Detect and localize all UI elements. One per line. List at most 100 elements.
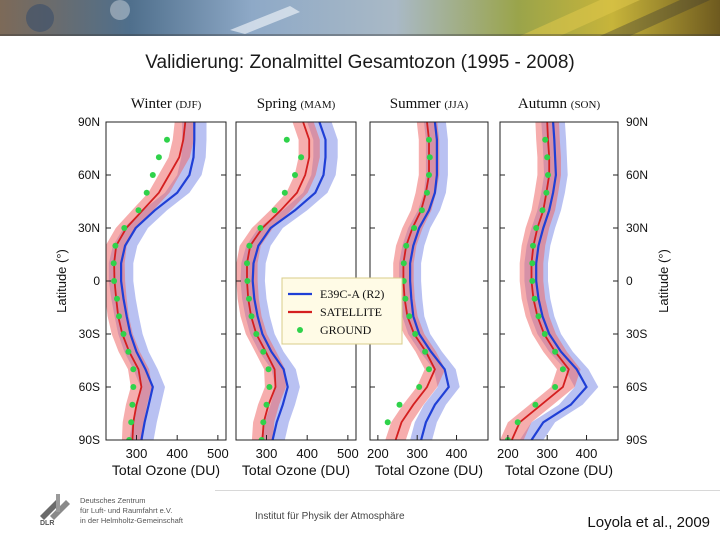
- ground-point: [552, 348, 559, 355]
- axes-layer: 90N 90N 60N 60N 30N 30N 0 0 30S 30S 60S 60S 90S 90S La…: [54, 115, 671, 447]
- x-axis-label: Total Ozone (DU): [112, 462, 220, 478]
- ground-point: [114, 295, 120, 302]
- model-series-line: [530, 122, 588, 440]
- ground-point: [248, 313, 255, 320]
- ground-point: [120, 331, 127, 337]
- ground-point: [552, 384, 559, 390]
- ground-point: [412, 331, 419, 337]
- x-tick-label: 300: [256, 446, 278, 461]
- ground-point: [541, 331, 548, 337]
- ground-point: [533, 225, 540, 231]
- model-series-line: [409, 122, 450, 440]
- ground-point: [253, 331, 260, 337]
- ground-point: [543, 189, 550, 196]
- legend-ground-marker: [297, 327, 303, 333]
- plot-area: [384, 122, 460, 440]
- page-title: Validierung: Zonalmittel Gesamtozon (199…: [145, 52, 575, 73]
- y-tick-label-left: 0: [93, 274, 100, 288]
- panel-season-code: (SON): [571, 99, 601, 111]
- dlr-abbrev: DLR: [40, 520, 55, 527]
- ground-point: [260, 348, 267, 355]
- x-tick-label: 200: [497, 446, 519, 461]
- ground-point: [112, 242, 119, 249]
- ground-point: [155, 154, 162, 161]
- x-tick-label: 500: [337, 446, 359, 461]
- plot-area: [106, 122, 207, 440]
- ground-point: [281, 189, 288, 196]
- ground-point: [559, 366, 566, 373]
- dlr-logo-icon: [40, 494, 70, 520]
- panel-season-name: Spring: [257, 96, 301, 112]
- ground-point: [266, 384, 273, 390]
- legend: E39C-A (R2) SATELLITE GROUND: [281, 277, 403, 345]
- x-axis-label: Total Ozone (DU): [375, 462, 483, 478]
- panel-season-code: (JJA): [444, 99, 468, 111]
- ground-point: [260, 419, 267, 426]
- y-tick-label-left: 60N: [78, 168, 100, 182]
- y-tick-label-right: 60N: [626, 168, 648, 182]
- ground-point: [544, 154, 551, 161]
- panel-spring: 300 400 500 Spring (MAM) Total Ozone (DU): [235, 96, 359, 478]
- ground-point: [530, 242, 536, 249]
- ground-point: [135, 207, 142, 214]
- footer-divider: [215, 490, 720, 491]
- logo-line-2: für Luft- und Raumfahrt e.V.: [80, 506, 173, 515]
- x-tick-label: 400: [296, 446, 318, 461]
- panel-season-name: Summer: [390, 96, 445, 112]
- ground-point: [426, 154, 433, 161]
- x-axis-label: Total Ozone (DU): [505, 462, 613, 478]
- legend-label-ground: GROUND: [320, 323, 372, 337]
- ground-point: [126, 437, 133, 440]
- panel-autumn: 200 300 400 Autumn (SON) Total Ozone (DU): [497, 96, 619, 478]
- panel-season-code: (DJF): [176, 99, 202, 111]
- ground-point: [257, 225, 264, 231]
- x-tick-label: 300: [406, 446, 428, 461]
- ground-point: [545, 172, 551, 178]
- ground-point: [283, 136, 290, 143]
- panel-title: Autumn (SON): [518, 96, 601, 112]
- panel-winter: 300 400 500 Winter (DJF) Total Ozone (DU): [105, 96, 229, 478]
- x-tick-label: 400: [576, 446, 598, 461]
- panel-title: Spring (MAM): [257, 96, 336, 112]
- ground-point: [164, 136, 170, 143]
- ground-point: [403, 242, 410, 249]
- y-tick-label-right: 0: [626, 274, 633, 288]
- x-tick-label: 500: [207, 446, 229, 461]
- satellite-spread-band: [236, 122, 320, 440]
- y-tick-label-right: 90N: [626, 115, 648, 129]
- legend-label-satellite: SATELLITE: [320, 305, 382, 319]
- ground-point: [514, 419, 521, 426]
- y-axis-label-left: Latitude (°): [54, 249, 69, 313]
- model-spread-band: [240, 122, 338, 440]
- model-series-line: [120, 122, 196, 440]
- y-tick-label-left: 30N: [78, 221, 100, 235]
- logo-line-3: in der Helmholtz-Gemeinschaft: [80, 516, 183, 525]
- ground-point: [265, 366, 272, 373]
- ground-point: [244, 278, 251, 284]
- panel-summer: 200 300 400 Summer (JJA) Total Ozone (DU): [367, 96, 489, 478]
- header-banner: [0, 0, 720, 36]
- ground-point: [531, 295, 538, 302]
- ground-point: [129, 401, 136, 408]
- ground-point: [263, 401, 270, 408]
- banner-image: [0, 0, 720, 36]
- x-axis-label: Total Ozone (DU): [242, 462, 350, 478]
- model-series-line: [251, 122, 327, 440]
- model-spread-band: [519, 122, 599, 440]
- ground-point: [418, 207, 425, 214]
- ground-point: [298, 154, 305, 161]
- x-tick-label: 300: [126, 446, 148, 461]
- ground-point: [406, 313, 413, 320]
- ground-point: [130, 384, 137, 390]
- ground-point: [424, 189, 430, 196]
- ground-point: [128, 419, 135, 426]
- y-tick-label-left: 30S: [79, 327, 100, 341]
- ground-point: [426, 136, 432, 143]
- ground-point: [384, 419, 391, 426]
- satellite-spread-band: [106, 122, 196, 440]
- ground-point: [143, 189, 150, 196]
- ground-point: [121, 225, 128, 231]
- panel-title: Summer (JJA): [390, 96, 469, 112]
